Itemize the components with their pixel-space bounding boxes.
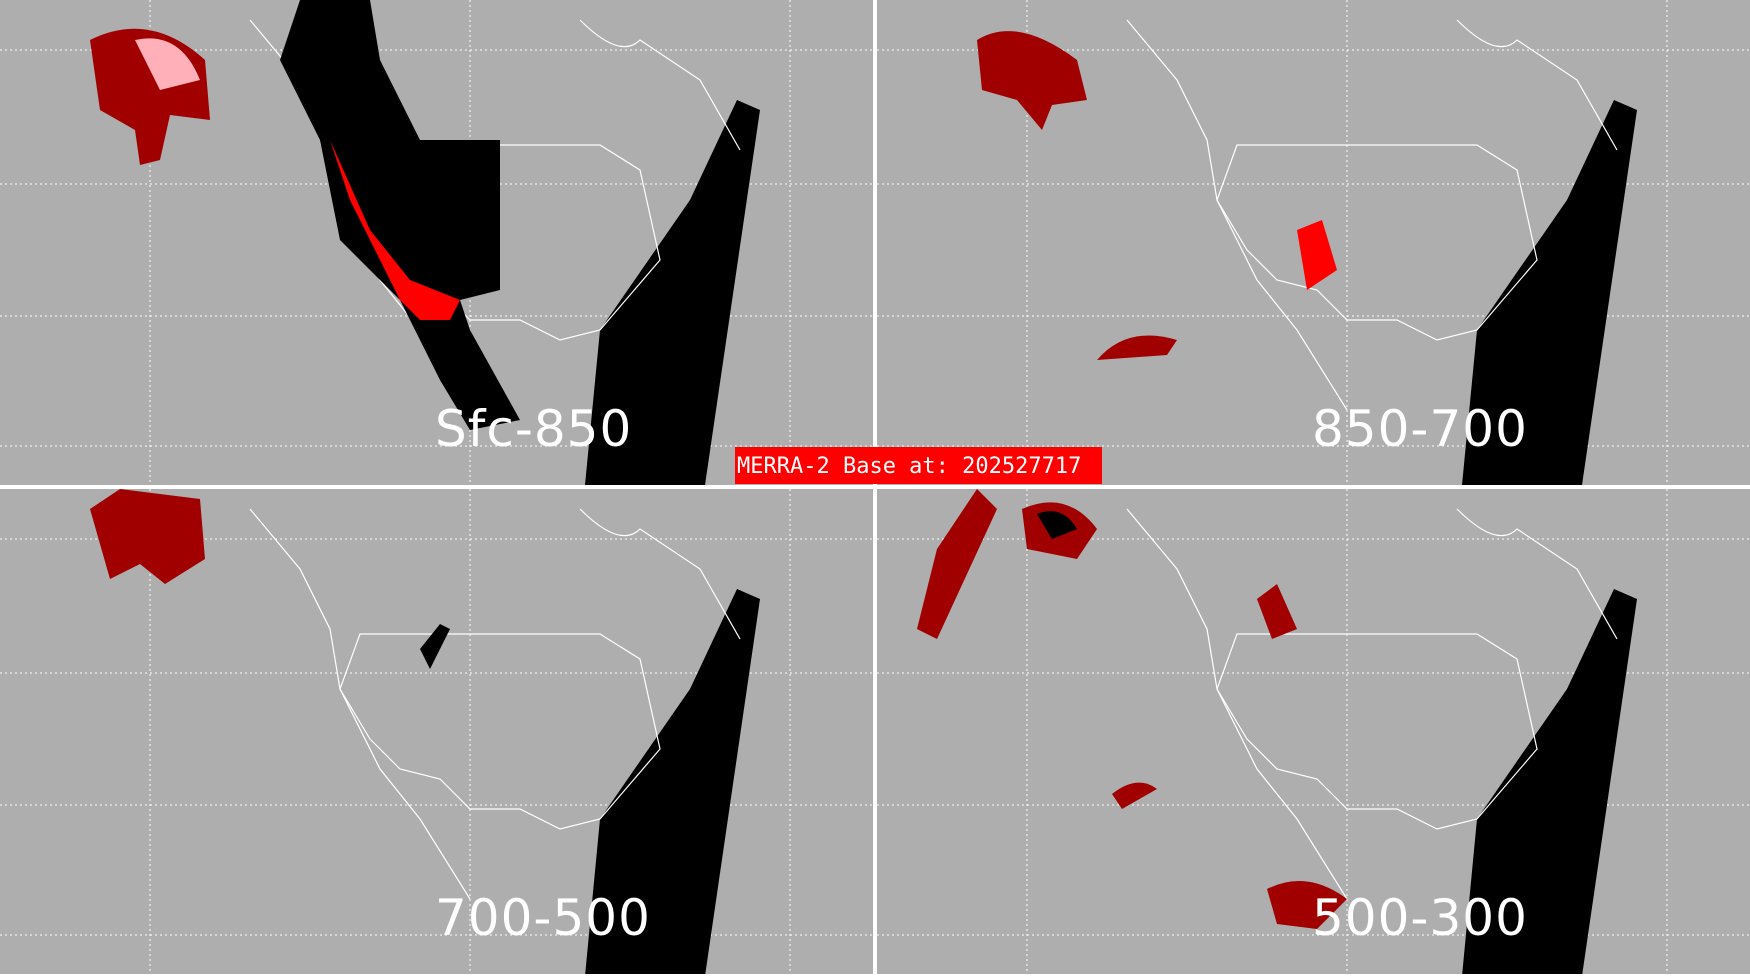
map-sfc-850 bbox=[0, 0, 873, 485]
cloud-region bbox=[330, 140, 460, 320]
cloud-region bbox=[90, 489, 205, 584]
panel-label: 500-300 bbox=[1312, 889, 1528, 947]
map-700-500 bbox=[0, 489, 873, 974]
panel-850-700: 850-700 bbox=[877, 0, 1750, 485]
cloud-region bbox=[280, 0, 520, 430]
country-outline bbox=[339, 633, 661, 830]
panel-label: 850-700 bbox=[1312, 400, 1528, 458]
panel-label: Sfc-850 bbox=[435, 400, 633, 458]
night-terminator-swath bbox=[585, 100, 760, 485]
coastline bbox=[249, 508, 741, 900]
night-terminator-swath bbox=[1462, 589, 1637, 974]
cloud-region bbox=[1297, 220, 1337, 290]
night-terminator-swath bbox=[585, 589, 760, 974]
cloud-region bbox=[977, 31, 1087, 131]
cloud-region bbox=[420, 624, 450, 669]
cloud-region bbox=[1112, 782, 1157, 809]
base-time-banner: MERRA-2 Base at: 202527717 bbox=[735, 447, 1102, 484]
panel-sfc-850: Sfc-850 bbox=[0, 0, 873, 485]
country-outline bbox=[1216, 144, 1538, 341]
cloud-region bbox=[1097, 335, 1177, 360]
cloud-region bbox=[1257, 584, 1297, 639]
night-terminator-swath bbox=[1462, 100, 1637, 485]
map-850-700 bbox=[877, 0, 1750, 485]
cloud-region bbox=[1267, 881, 1347, 929]
coastline bbox=[1126, 19, 1618, 411]
coastline bbox=[1126, 508, 1618, 900]
map-500-300 bbox=[877, 489, 1750, 974]
panel-500-300: 500-300 bbox=[877, 489, 1750, 974]
panel-700-500: 700-500 bbox=[0, 489, 873, 974]
cloud-region bbox=[917, 489, 997, 639]
cloud-region bbox=[1037, 511, 1077, 539]
panel-label: 700-500 bbox=[435, 889, 651, 947]
cloud-region bbox=[135, 38, 200, 90]
country-outline bbox=[1216, 633, 1538, 830]
